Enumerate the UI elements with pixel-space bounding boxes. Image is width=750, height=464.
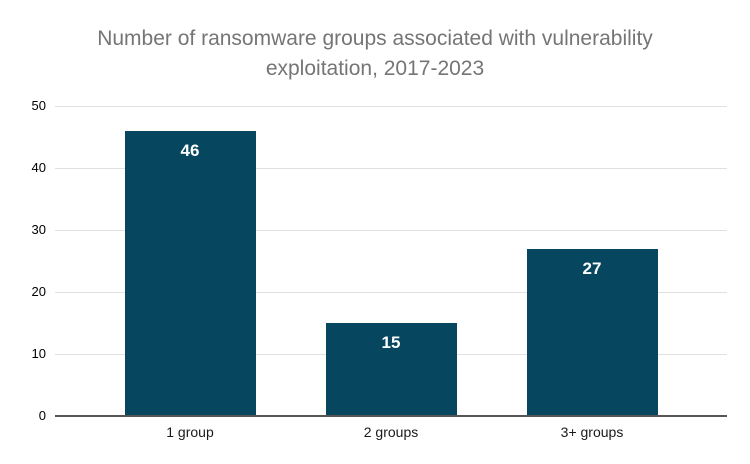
plot-area: 0 10 20 30 40 50 46 15 27 1 group 2 groups 3+ gro… [32,99,727,440]
bar-value-label: 15 [381,333,401,352]
x-axis-category-label: 3+ groups [560,424,624,440]
chart-title-line-2: exploitation, 2017-2023 [265,57,485,80]
bar-value-label: 27 [582,258,602,278]
chart-title-line-1: Number of ransomware groups associated w… [97,27,653,50]
gridline [55,229,727,231]
y-axis-tick-label: 20 [31,284,46,299]
gridline [55,291,727,293]
y-axis-tick-label: 50 [31,98,46,113]
x-axis-category-label: 2 groups [363,424,419,440]
gridline [55,167,727,169]
chart-title: Number of ransomware groups associated w… [0,24,750,84]
bar-1-group: 46 [124,130,256,416]
bar-3-groups: 27 [526,248,658,416]
y-axis-tick-label: 30 [31,222,46,237]
y-axis-tick-label: 40 [31,160,46,175]
x-axis-category-label: 1 group [166,424,214,440]
gridline [55,105,727,107]
bar-value-label: 46 [180,140,200,160]
y-axis-tick-label: 10 [31,346,46,361]
x-axis-line [55,415,727,417]
bar-2-groups: 15 [325,323,457,416]
y-axis-tick-label: 0 [38,408,46,423]
